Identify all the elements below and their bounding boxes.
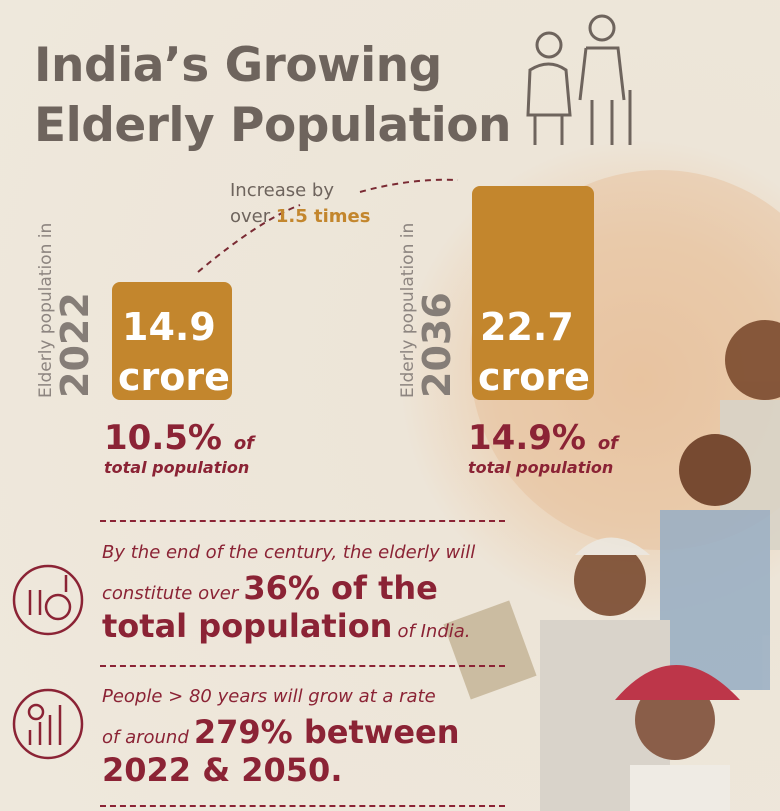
divider [100, 665, 505, 667]
stat-unit: crore [118, 355, 230, 399]
fact-text: By the end of the century, the elderly w… [102, 542, 476, 563]
fact-text: People > 80 years will grow at a rate [102, 686, 436, 707]
fact-text: of India. [397, 621, 471, 642]
annotation-text: over [230, 206, 271, 227]
share-note: total population [104, 458, 250, 477]
fact-highlight: total population [102, 607, 393, 645]
stat-label: Elderly population in 2036 [398, 223, 459, 398]
share-note: total population [468, 458, 614, 477]
stat-unit: crore [478, 355, 590, 399]
fact-highlight: 36% of the [243, 569, 438, 607]
share-suffix: of [597, 433, 619, 454]
title-line: Elderly Population [34, 98, 512, 153]
annotation: Increase by over 1.5 times [230, 178, 370, 230]
divider [100, 520, 505, 522]
stat-label: Elderly population in 2022 [36, 223, 97, 398]
stat-share: 10.5% of [104, 418, 254, 458]
share-value: 10.5% [104, 418, 222, 458]
fact: By the end of the century, the elderly w… [102, 542, 475, 645]
stat-year: 2022 [53, 292, 97, 398]
share-suffix: of [233, 433, 255, 454]
divider [100, 805, 505, 807]
share-value: 14.9% [468, 418, 586, 458]
stat-share: 14.9% of [468, 418, 618, 458]
stat-value: 14.9 [122, 305, 216, 349]
fact-text: constitute over [102, 583, 239, 604]
annotation-text: Increase by [230, 180, 334, 201]
fact-text: of around [102, 727, 189, 748]
stat-year: 2036 [415, 292, 459, 398]
fact-highlight: 2022 & 2050. [102, 751, 343, 789]
stat-value: 22.7 [480, 305, 574, 349]
stat-box [112, 282, 232, 400]
annotation-highlight: 1.5 times [275, 206, 371, 227]
fact-highlight: 279% between [193, 713, 460, 751]
stat-box [472, 186, 594, 400]
title-line: India’s Growing [34, 38, 442, 93]
fact: People > 80 years will grow at a rate of… [102, 686, 460, 789]
